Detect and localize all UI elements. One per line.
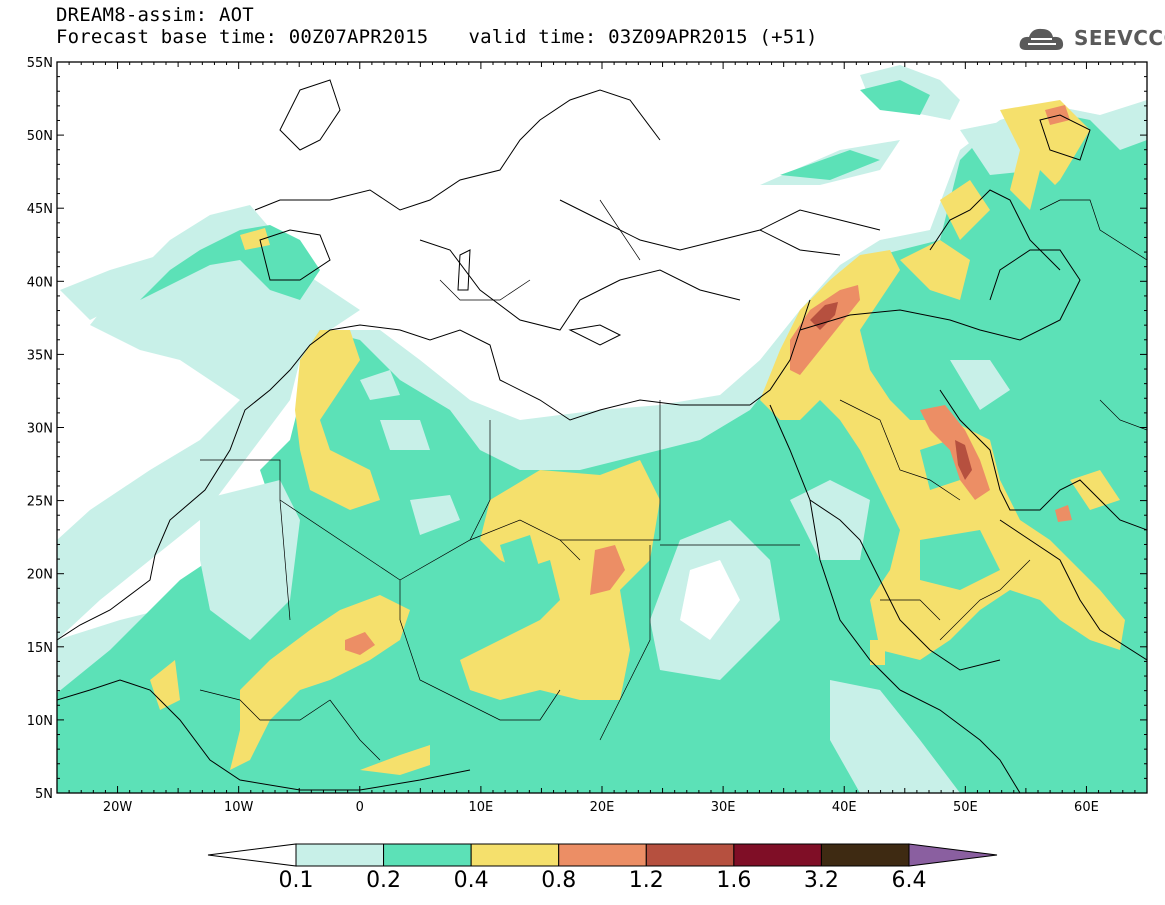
colorbar-level-label: 3.2	[803, 868, 839, 893]
colorbar	[207, 843, 998, 867]
lon-label: 40E	[832, 800, 857, 815]
lon-label: 10W	[224, 800, 254, 815]
colorbar-swatch	[820, 843, 910, 867]
colorbar-level-label: 0.1	[278, 868, 314, 893]
colorbar-level-label: 1.6	[716, 868, 752, 893]
colorbar-level-label: 1.2	[628, 868, 664, 893]
longitude-labels: 20W 10W 0 10E 20E 30E 40E 50E 60E	[103, 800, 1099, 815]
base-time: Forecast base time: 00Z07APR2015	[56, 26, 429, 48]
colorbar-level-label: 0.2	[366, 868, 402, 893]
lon-label: 10E	[469, 800, 494, 815]
colorbar-swatch	[558, 843, 647, 867]
lon-label: 30E	[711, 800, 736, 815]
map-subtitle: Forecast base time: 00Z07APR2015 valid ti…	[56, 26, 818, 48]
lat-label: 30N	[27, 422, 53, 437]
lat-label: 40N	[27, 275, 53, 290]
lat-label: 20N	[27, 568, 53, 583]
lat-label: 10N	[27, 714, 53, 729]
colorbar-high-arrow	[908, 843, 998, 867]
lon-label: 60E	[1074, 800, 1099, 815]
lon-label: 20W	[103, 800, 133, 815]
lat-label: 55N	[27, 56, 53, 71]
colorbar-level-label: 6.4	[891, 868, 927, 893]
colorbar-low-arrow	[207, 843, 297, 867]
colorbar-level-label: 0.4	[453, 868, 489, 893]
lon-label: 50E	[953, 800, 978, 815]
seevccc-logo: SEEVCCC	[1018, 22, 1165, 56]
colorbar-level-label: 0.8	[541, 868, 577, 893]
lat-label: 45N	[27, 202, 53, 217]
lat-label: 25N	[27, 495, 53, 510]
colorbar-swatch	[733, 843, 822, 867]
lat-label: 35N	[27, 348, 53, 363]
logo-text: SEEVCCC	[1074, 26, 1165, 50]
lat-label: 5N	[35, 787, 53, 802]
colorbar-swatch	[470, 843, 560, 867]
colorbar-swatch	[295, 843, 385, 867]
coastlines	[57, 79, 1147, 793]
aot-field	[57, 62, 1147, 793]
lat-label: 15N	[27, 641, 53, 656]
borders	[199, 199, 1147, 761]
lon-label: 0	[356, 800, 364, 815]
lon-label: 20E	[590, 800, 615, 815]
cloud-icon	[1019, 28, 1064, 50]
valid-time: valid time: 03Z09APR2015 (+51)	[468, 26, 818, 48]
map-title: DREAM8-assim: AOT	[56, 4, 254, 26]
axis-ticks	[56, 61, 1148, 794]
colorbar-swatch	[645, 843, 735, 867]
latitude-labels: 55N 50N 45N 40N 35N 30N 25N 20N 15N 10N 5N	[27, 56, 53, 802]
colorbar-swatch	[383, 843, 472, 867]
lat-label: 50N	[27, 129, 53, 144]
